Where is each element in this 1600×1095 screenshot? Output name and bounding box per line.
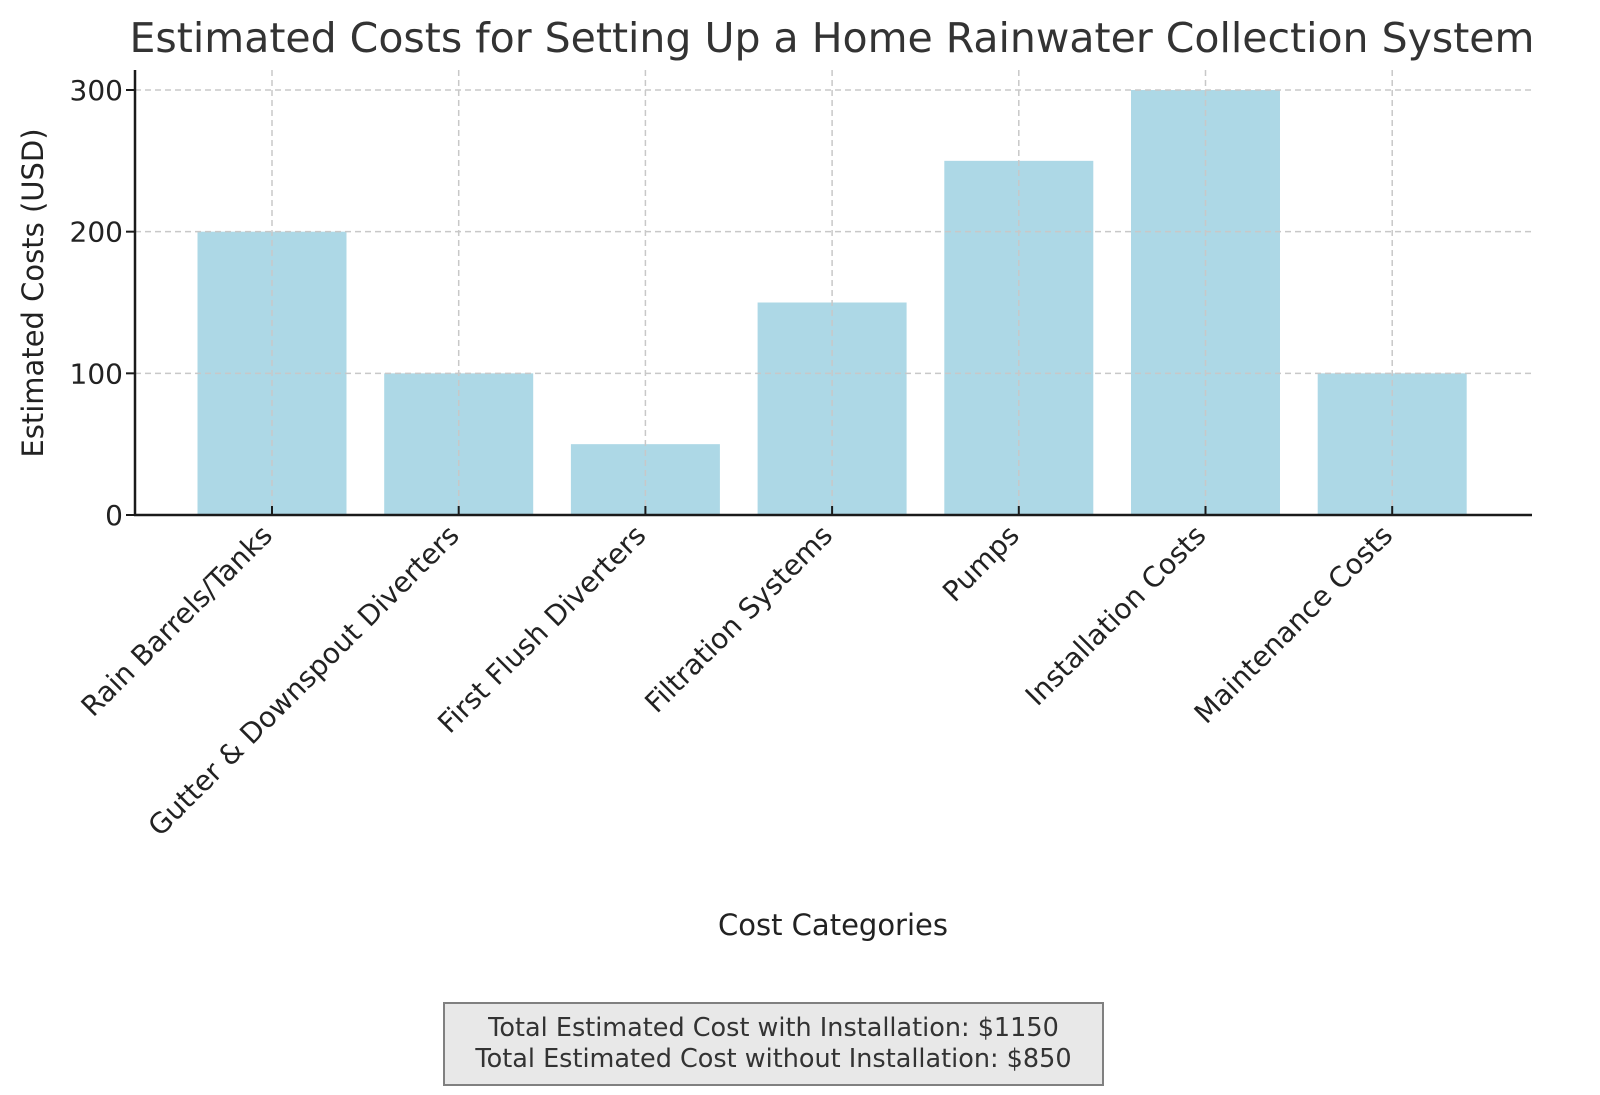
grid-lines [135,70,1532,515]
x-axis-label: Cost Categories [718,908,948,942]
y-tick-label: 200 [70,216,123,249]
x-tick-label: Pumps [936,519,1026,609]
x-tick-label: First Flush Diverters [431,519,652,740]
total-with-installation: Total Estimated Cost with Installation: … [488,1013,1059,1043]
y-tick-label: 300 [70,74,123,107]
bar [757,302,907,515]
x-tick-label: Rain Barrels/Tanks [75,519,279,723]
y-axis-label: Estimated Costs (USD) [16,128,50,457]
x-tick-label: Maintenance Costs [1188,519,1399,730]
y-tick-label: 0 [105,499,123,532]
chart-title: Estimated Costs for Setting Up a Home Ra… [130,14,1535,62]
x-tick-label: Gutter & Downspout Diverters [142,519,466,843]
x-tick-label: Filtration Systems [638,519,839,720]
x-tick-label: Installation Costs [1019,519,1213,713]
summary-box: Total Estimated Cost with Installation: … [443,1002,1104,1086]
y-ticks: 0 100 200 300 [70,74,135,532]
y-tick-label: 100 [70,357,123,390]
total-without-installation: Total Estimated Cost without Installatio… [475,1044,1072,1074]
